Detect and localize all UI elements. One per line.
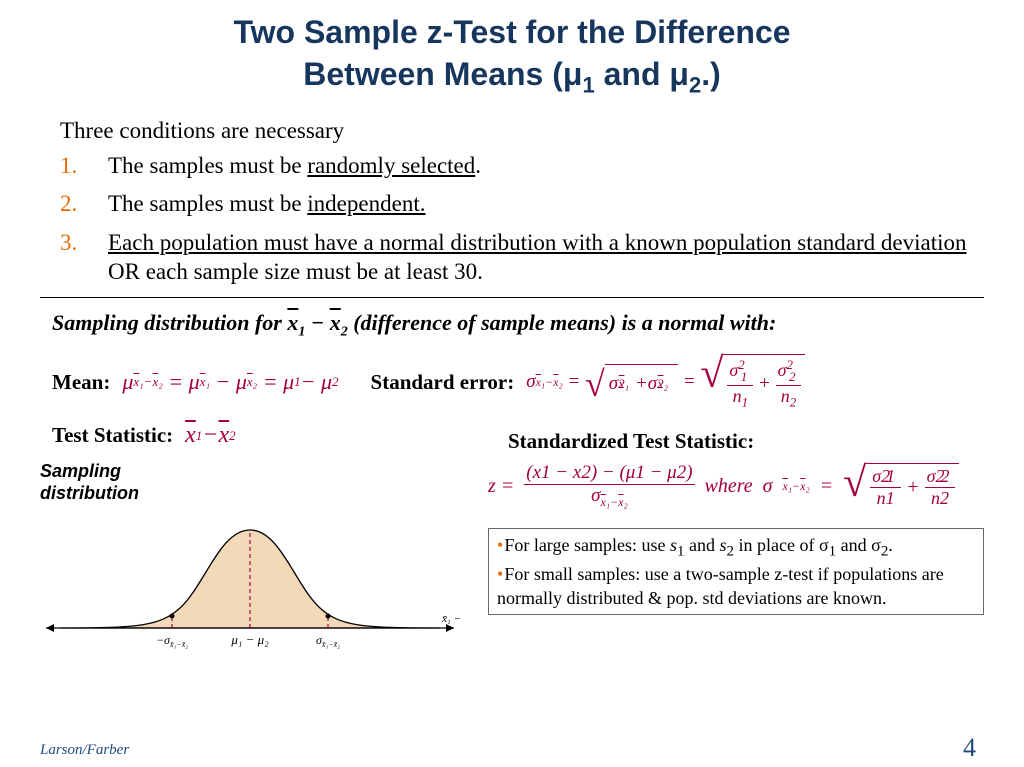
notes-box: •For large samples: use s1 and s2 in pla… xyxy=(488,528,984,615)
sampdist-head-a: Sampling distribution for xyxy=(52,310,287,335)
bullet-icon: • xyxy=(497,564,503,584)
note-1-text: For large samples: use s1 and s2 in plac… xyxy=(504,535,893,555)
intro-text: Three conditions are necessary xyxy=(60,118,984,144)
sampling-dist-heading: Sampling distribution for x1 − x2 (diffe… xyxy=(52,310,972,340)
note-line-2: •For small samples: use a two-sample z-t… xyxy=(497,562,975,611)
condition-1-pre: The samples must be xyxy=(108,153,307,178)
condition-1-number: 1. xyxy=(60,152,77,181)
bell-curve-chart: −σx̄₁−x̄₂ μ₁ − μ₂ σx̄₁−x̄₂ x̄₁ − xyxy=(40,508,460,668)
where-label: where xyxy=(705,475,753,498)
chart-label: Sampling distribution xyxy=(40,461,480,504)
condition-2-underline: independent. xyxy=(307,191,425,216)
title-sub-2: 2 xyxy=(689,72,701,97)
condition-1-post: . xyxy=(475,153,481,178)
mean-formula: μx₁−x₂ = μx₁ − μx₂ = μ1− μ2 xyxy=(122,369,338,395)
condition-3-underline: Each population must have a normal distr… xyxy=(108,230,967,255)
slide-title: Two Sample z-Test for the Difference Bet… xyxy=(40,12,984,100)
z-formula: z = (x1 − x2) − (μ1 − μ2) σx₁−x₂ where σ… xyxy=(488,462,984,510)
condition-3: 3. Each population must have a normal di… xyxy=(60,229,984,287)
sampdist-head-b: (difference of sample means) is a normal… xyxy=(348,310,777,335)
svg-text:x̄₁ −: x̄₁ − xyxy=(441,613,460,625)
se-formula: σx₁−x₂ = √σ2x₁+σ2x₂ = √ σ21n1 + σ22n2 xyxy=(526,354,805,410)
bullet-icon: • xyxy=(497,535,503,555)
chart-label-1: Sampling xyxy=(40,461,121,481)
title-sub-1: 1 xyxy=(582,72,594,97)
footer-page-number: 4 xyxy=(963,733,976,763)
condition-2: 2. The samples must be independent. xyxy=(60,190,984,219)
footer-author: Larson/Farber xyxy=(40,742,129,759)
condition-2-number: 2. xyxy=(60,190,77,219)
se-label: Standard error: xyxy=(371,370,515,395)
condition-3-post: OR each sample size must be at least 30. xyxy=(108,259,483,284)
condition-1: 1. The samples must be randomly selected… xyxy=(60,152,984,181)
separator-line xyxy=(40,297,984,298)
lower-section: Sampling distribution −σx̄₁−x̄₂ μ₁ − μ₂ … xyxy=(40,461,984,673)
chart-label-2: distribution xyxy=(40,483,139,503)
title-line-1: Two Sample z-Test for the Difference xyxy=(233,14,790,50)
mean-se-row: Mean: μx₁−x₂ = μx₁ − μx₂ = μ1− μ2 Standa… xyxy=(52,354,972,410)
condition-2-pre: The samples must be xyxy=(108,191,307,216)
condition-1-underline: randomly selected xyxy=(307,153,475,178)
title-line-2a: Between Means (μ xyxy=(303,56,582,92)
xbar-diff-expr: x1 − x2 xyxy=(287,310,347,335)
teststat-label: Test Statistic: xyxy=(52,423,173,448)
conditions-list: 1. The samples must be randomly selected… xyxy=(60,152,984,287)
note-2-text: For small samples: use a two-sample z-te… xyxy=(497,564,944,608)
svg-text:σx̄₁−x̄₂: σx̄₁−x̄₂ xyxy=(316,633,340,649)
title-line-2b: and μ xyxy=(595,56,689,92)
chart-column: Sampling distribution −σx̄₁−x̄₂ μ₁ − μ₂ … xyxy=(40,461,480,673)
svg-text:μ₁ − μ₂: μ₁ − μ₂ xyxy=(230,632,269,647)
mean-label: Mean: xyxy=(52,370,110,395)
note-line-1: •For large samples: use s1 and s2 in pla… xyxy=(497,533,975,562)
right-column: Standardized Test Statistic: z = (x1 − x… xyxy=(488,461,984,637)
std-teststat-label: Standardized Test Statistic: xyxy=(508,429,984,454)
title-line-2c: .) xyxy=(701,56,721,92)
condition-3-number: 3. xyxy=(60,229,77,258)
teststat-formula: x1 − x2 xyxy=(185,422,236,449)
svg-text:−σx̄₁−x̄₂: −σx̄₁−x̄₂ xyxy=(156,633,188,649)
